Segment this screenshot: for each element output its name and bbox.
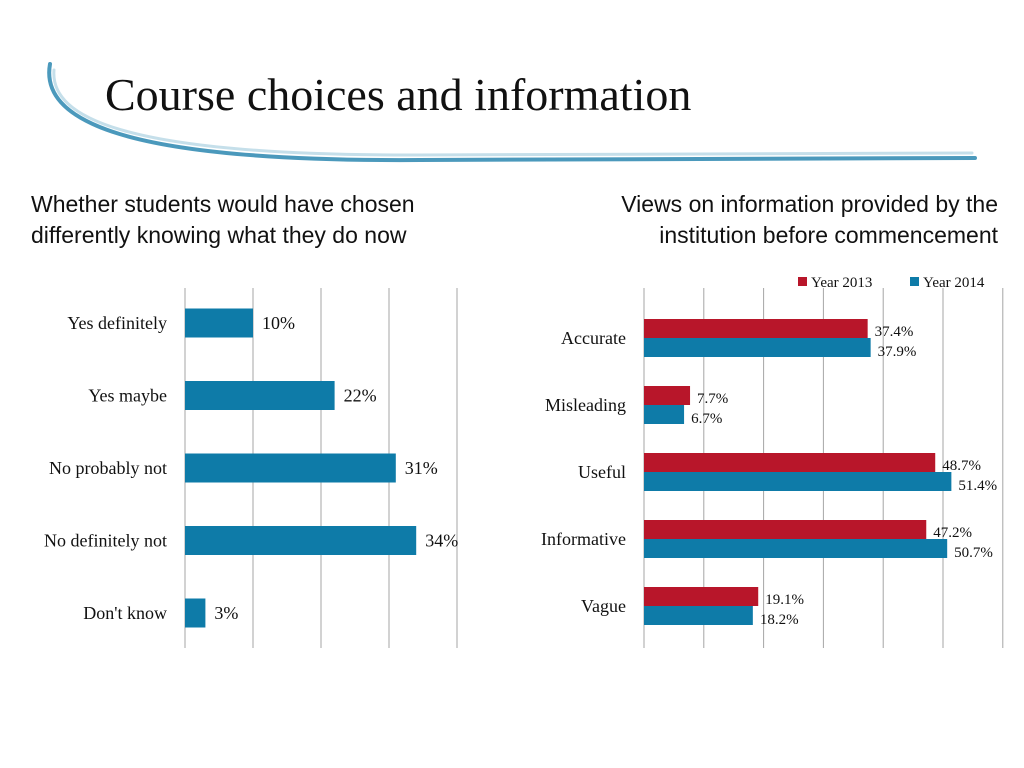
slide-title: Course choices and information [105,69,692,120]
data-label: 37.9% [878,344,917,360]
category-label: Yes definitely [67,313,167,333]
data-label: 51.4% [958,478,997,494]
left-subtitle-line-1: Whether students would have chosen [31,191,415,217]
data-label: 22% [344,386,377,406]
left-subtitle-line-2: differently knowing what they do now [31,222,407,248]
legend-label: Year 2014 [923,275,985,291]
bar [185,453,396,483]
data-label: 50.7% [954,545,993,561]
bar [185,308,253,338]
legend-label: Year 2013 [811,275,872,291]
bar [644,539,948,558]
bar [644,606,753,625]
category-label: Yes maybe [88,386,167,406]
bar [644,587,759,606]
bar [644,405,685,424]
bar [185,526,417,555]
category-label: Useful [578,462,626,482]
choice-change-bar-chart: Yes definitely 10% Yes maybe 22% No probably… [44,288,458,648]
data-label: 3% [214,603,238,623]
information-views-bar-chart: Year 2013 Year 2014 Accurate 37.4% 37.9% Misl… [541,275,1004,648]
bar [185,381,335,410]
bar [644,453,936,472]
right-chart-subtitle: Views on information provided by the ins… [621,189,998,251]
data-label: 19.1% [765,592,804,608]
bar [644,338,871,357]
legend-swatch [798,277,807,286]
right-subtitle-line-1: Views on information provided by the [621,191,998,217]
data-label: 31% [405,458,438,478]
category-label: No probably not [49,458,167,478]
category-label: Accurate [561,328,626,348]
data-label: 37.4% [875,324,914,340]
data-label: 6.7% [691,411,722,427]
left-chart-subtitle: Whether students would have chosen diffe… [31,189,415,251]
category-label: Vague [581,596,626,616]
bar [644,386,691,405]
data-label: 7.7% [697,391,728,407]
category-label: Don't know [83,603,167,623]
data-label: 47.2% [933,525,972,541]
category-label: Informative [541,529,626,549]
category-label: No definitely not [44,531,167,551]
data-label: 48.7% [942,458,981,474]
title-swoosh-decoration [47,62,977,163]
data-label: 18.2% [760,612,799,628]
data-label: 34% [425,531,458,551]
bar [185,598,206,628]
right-subtitle-line-2: institution before commencement [659,222,998,248]
bar [644,319,868,338]
bar [644,520,927,539]
legend-swatch [910,277,919,286]
bar [644,472,952,491]
data-label: 10% [262,313,295,333]
category-label: Misleading [545,395,626,415]
